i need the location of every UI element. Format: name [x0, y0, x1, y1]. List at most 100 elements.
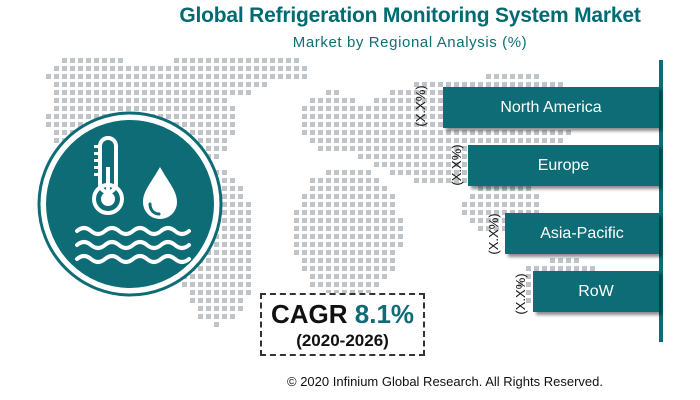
map-dot: [350, 114, 355, 119]
map-dot: [70, 58, 75, 63]
map-dot: [398, 122, 403, 127]
map-dot: [374, 146, 379, 151]
map-dot: [206, 66, 211, 71]
map-dot: [166, 66, 171, 71]
map-dot: [222, 250, 227, 255]
map-dot: [54, 106, 59, 111]
map-dot: [214, 130, 219, 135]
map-dot: [166, 106, 171, 111]
map-dot: [222, 242, 227, 247]
map-dot: [142, 106, 147, 111]
map-dot: [390, 250, 395, 255]
map-dot: [198, 90, 203, 95]
map-dot: [238, 186, 243, 191]
map-dot: [366, 146, 371, 151]
map-dot: [534, 266, 539, 271]
map-dot: [294, 250, 299, 255]
map-dot: [334, 146, 339, 151]
map-dot: [158, 98, 163, 103]
map-dot: [438, 114, 443, 119]
map-dot: [310, 122, 315, 127]
map-dot: [374, 178, 379, 183]
map-dot: [166, 82, 171, 87]
map-dot: [62, 122, 67, 127]
map-dot: [222, 210, 227, 215]
map-dot: [134, 90, 139, 95]
map-dot: [318, 186, 323, 191]
map-dot: [342, 114, 347, 119]
map-dot: [198, 290, 203, 295]
map-dot: [246, 202, 251, 207]
map-dot: [70, 90, 75, 95]
map-dot: [278, 66, 283, 71]
map-dot: [206, 122, 211, 127]
map-dot: [326, 274, 331, 279]
map-dot: [214, 282, 219, 287]
map-dot: [342, 282, 347, 287]
map-dot: [222, 314, 227, 319]
map-dot: [214, 250, 219, 255]
map-dot: [494, 130, 499, 135]
map-dot: [238, 74, 243, 79]
map-dot: [502, 82, 507, 87]
map-dot: [70, 74, 75, 79]
map-dot: [430, 146, 435, 151]
map-dot: [342, 242, 347, 247]
map-dot: [462, 210, 467, 215]
map-dot: [270, 58, 275, 63]
map-dot: [190, 122, 195, 127]
map-dot: [502, 202, 507, 207]
map-dot: [398, 170, 403, 175]
map-dot: [78, 122, 83, 127]
map-dot: [150, 106, 155, 111]
map-dot: [350, 290, 355, 295]
map-dot: [350, 234, 355, 239]
map-dot: [310, 234, 315, 239]
map-dot: [174, 66, 179, 71]
map-dot: [502, 194, 507, 199]
map-dot: [118, 66, 123, 71]
value-label-asia-pacific: (X.X%): [486, 213, 501, 255]
map-dot: [398, 106, 403, 111]
map-dot: [342, 170, 347, 175]
map-dot: [374, 242, 379, 247]
map-dot: [174, 74, 179, 79]
map-dot: [318, 146, 323, 151]
map-dot: [342, 210, 347, 215]
map-dot: [550, 258, 555, 263]
map-dot: [358, 250, 363, 255]
map-dot: [318, 250, 323, 255]
map-dot: [502, 226, 507, 231]
map-dot: [302, 114, 307, 119]
map-dot: [430, 98, 435, 103]
map-dot: [422, 122, 427, 127]
map-dot: [326, 186, 331, 191]
map-dot: [222, 90, 227, 95]
map-dot: [222, 74, 227, 79]
map-dot: [446, 146, 451, 151]
map-dot: [414, 170, 419, 175]
map-dot: [494, 138, 499, 143]
map-dot: [62, 98, 67, 103]
map-dot: [358, 106, 363, 111]
map-dot: [350, 202, 355, 207]
map-dot: [166, 90, 171, 95]
map-dot: [94, 66, 99, 71]
map-dot: [294, 226, 299, 231]
map-dot: [198, 122, 203, 127]
map-dot: [502, 130, 507, 135]
map-dot: [302, 266, 307, 271]
map-dot: [214, 106, 219, 111]
map-dot: [318, 258, 323, 263]
bar-row: RoW: [533, 271, 659, 312]
map-dot: [422, 98, 427, 103]
map-dot: [198, 114, 203, 119]
map-dot: [366, 210, 371, 215]
map-dot: [198, 282, 203, 287]
map-dot: [398, 242, 403, 247]
map-dot: [222, 146, 227, 151]
map-dot: [438, 154, 443, 159]
map-dot: [342, 138, 347, 143]
map-dot: [206, 138, 211, 143]
map-dot: [518, 202, 523, 207]
